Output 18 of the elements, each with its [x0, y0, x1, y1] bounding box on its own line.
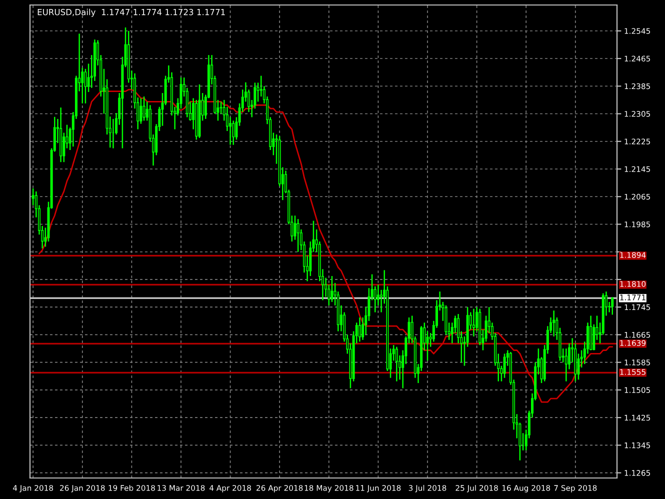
- candlestick: [590, 315, 592, 351]
- candlestick: [503, 353, 506, 378]
- candlestick: [395, 346, 398, 382]
- candlestick: [426, 330, 429, 362]
- candlestick: [232, 120, 235, 146]
- candlestick: [552, 310, 556, 338]
- line-series: [38, 88, 614, 403]
- candlestick: [260, 75, 262, 98]
- candlestick: [142, 96, 146, 122]
- candlestick: [330, 275, 334, 303]
- candlestick: [32, 188, 34, 206]
- candlestick: [296, 218, 300, 252]
- candlestick: [358, 316, 361, 342]
- candlestick: [564, 348, 568, 382]
- candlestick: [472, 308, 475, 338]
- candlestick: [140, 98, 142, 124]
- candlestick: [611, 296, 614, 316]
- chart-title: EURUSD,Daily 1.1747 1.1774 1.1723 1.1771: [38, 8, 225, 17]
